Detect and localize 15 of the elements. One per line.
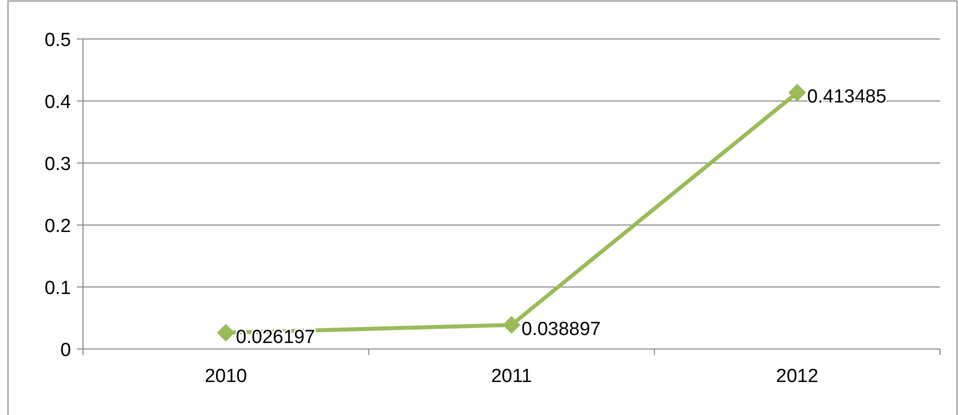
y-tick-label: 0.3 xyxy=(44,154,71,175)
x-tick-label: 2011 xyxy=(491,366,532,387)
x-tick-label: 2012 xyxy=(776,366,818,387)
y-tick-label: 0.4 xyxy=(44,92,72,113)
point xyxy=(788,84,806,102)
data-label: 0.413485 xyxy=(807,86,886,108)
y-tick-label: 0.5 xyxy=(44,30,71,51)
y-tick-label: 0.2 xyxy=(44,216,71,237)
y-tick-label: 0.1 xyxy=(44,278,71,299)
point xyxy=(502,316,520,334)
point xyxy=(216,324,235,342)
data-label: 0.038897 xyxy=(522,318,601,340)
data-label: 0.026197 xyxy=(236,326,316,348)
x-tick-label: 2010 xyxy=(204,366,247,387)
y-tick-label: 0 xyxy=(60,340,71,361)
